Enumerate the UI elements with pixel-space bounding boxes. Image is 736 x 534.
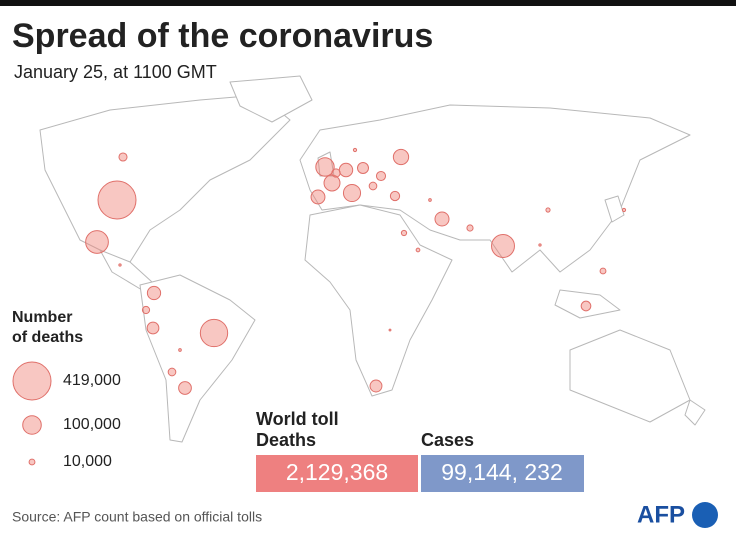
legend-bubble (22, 415, 42, 435)
death-bubble (146, 285, 162, 301)
world-map (39, 75, 706, 443)
death-bubble (428, 198, 432, 202)
legend-title: Number (12, 309, 72, 326)
subtitle: January 25, at 1100 GMT (14, 62, 217, 82)
death-bubble (491, 234, 515, 258)
death-bubble (97, 180, 137, 220)
legend-label: 100,000 (63, 416, 121, 433)
death-bubble (118, 263, 122, 267)
death-bubble (342, 183, 362, 203)
death-bubble (369, 379, 383, 393)
source: Source: AFP count based on official toll… (12, 509, 262, 525)
death-bubble (621, 207, 627, 213)
death-bubble (538, 243, 542, 247)
toll-title: World toll (256, 409, 339, 429)
title: Spread of the coronavirus (12, 17, 433, 55)
death-bubble (466, 224, 474, 232)
death-bubble (400, 229, 408, 237)
death-bubble (146, 321, 160, 335)
death-bubble (85, 230, 109, 254)
bubble-layer (85, 147, 627, 395)
legend: 419,000 100,000 10,000 (12, 361, 121, 470)
death-bubble (352, 147, 358, 153)
death-bubble (118, 152, 128, 162)
death-bubble (389, 190, 401, 202)
land (299, 104, 691, 273)
cases-value: 99,144, 232 (441, 459, 563, 485)
death-bubble (388, 328, 392, 332)
legend-label: 419,000 (63, 372, 121, 389)
death-bubble (368, 181, 378, 191)
cases-box (421, 455, 584, 492)
legend-bubble (28, 458, 36, 466)
death-bubble (141, 305, 151, 315)
cases-label: Cases (421, 430, 474, 450)
death-bubble (545, 207, 551, 213)
land (139, 274, 256, 443)
death-bubble (357, 162, 369, 174)
death-bubble (167, 367, 177, 377)
death-bubble (331, 168, 341, 178)
death-bubble (580, 300, 592, 312)
land (229, 75, 313, 123)
deaths-value: 2,129,368 (286, 459, 388, 485)
death-bubble (338, 162, 354, 178)
land (554, 289, 621, 319)
death-bubble (434, 211, 450, 227)
logo-dot (692, 502, 718, 528)
death-bubble (315, 157, 335, 177)
death-bubble (599, 267, 607, 275)
land (684, 399, 706, 426)
legend-bubble (12, 361, 52, 401)
land (304, 204, 453, 397)
deaths-box (256, 455, 418, 492)
death-bubble (178, 381, 192, 395)
land (604, 195, 625, 223)
land (39, 94, 291, 263)
top-rule (0, 0, 736, 6)
legend-title: of deaths (12, 329, 83, 346)
death-bubble (199, 318, 229, 348)
death-bubble (310, 189, 326, 205)
death-bubble (323, 174, 341, 192)
death-bubble (178, 348, 182, 352)
land (569, 329, 691, 423)
deaths-label: Deaths (256, 430, 316, 450)
logo-text: AFP (637, 501, 685, 528)
death-bubble (375, 170, 387, 182)
death-bubble (415, 247, 421, 253)
death-bubble (392, 148, 410, 166)
legend-label: 10,000 (63, 453, 112, 470)
